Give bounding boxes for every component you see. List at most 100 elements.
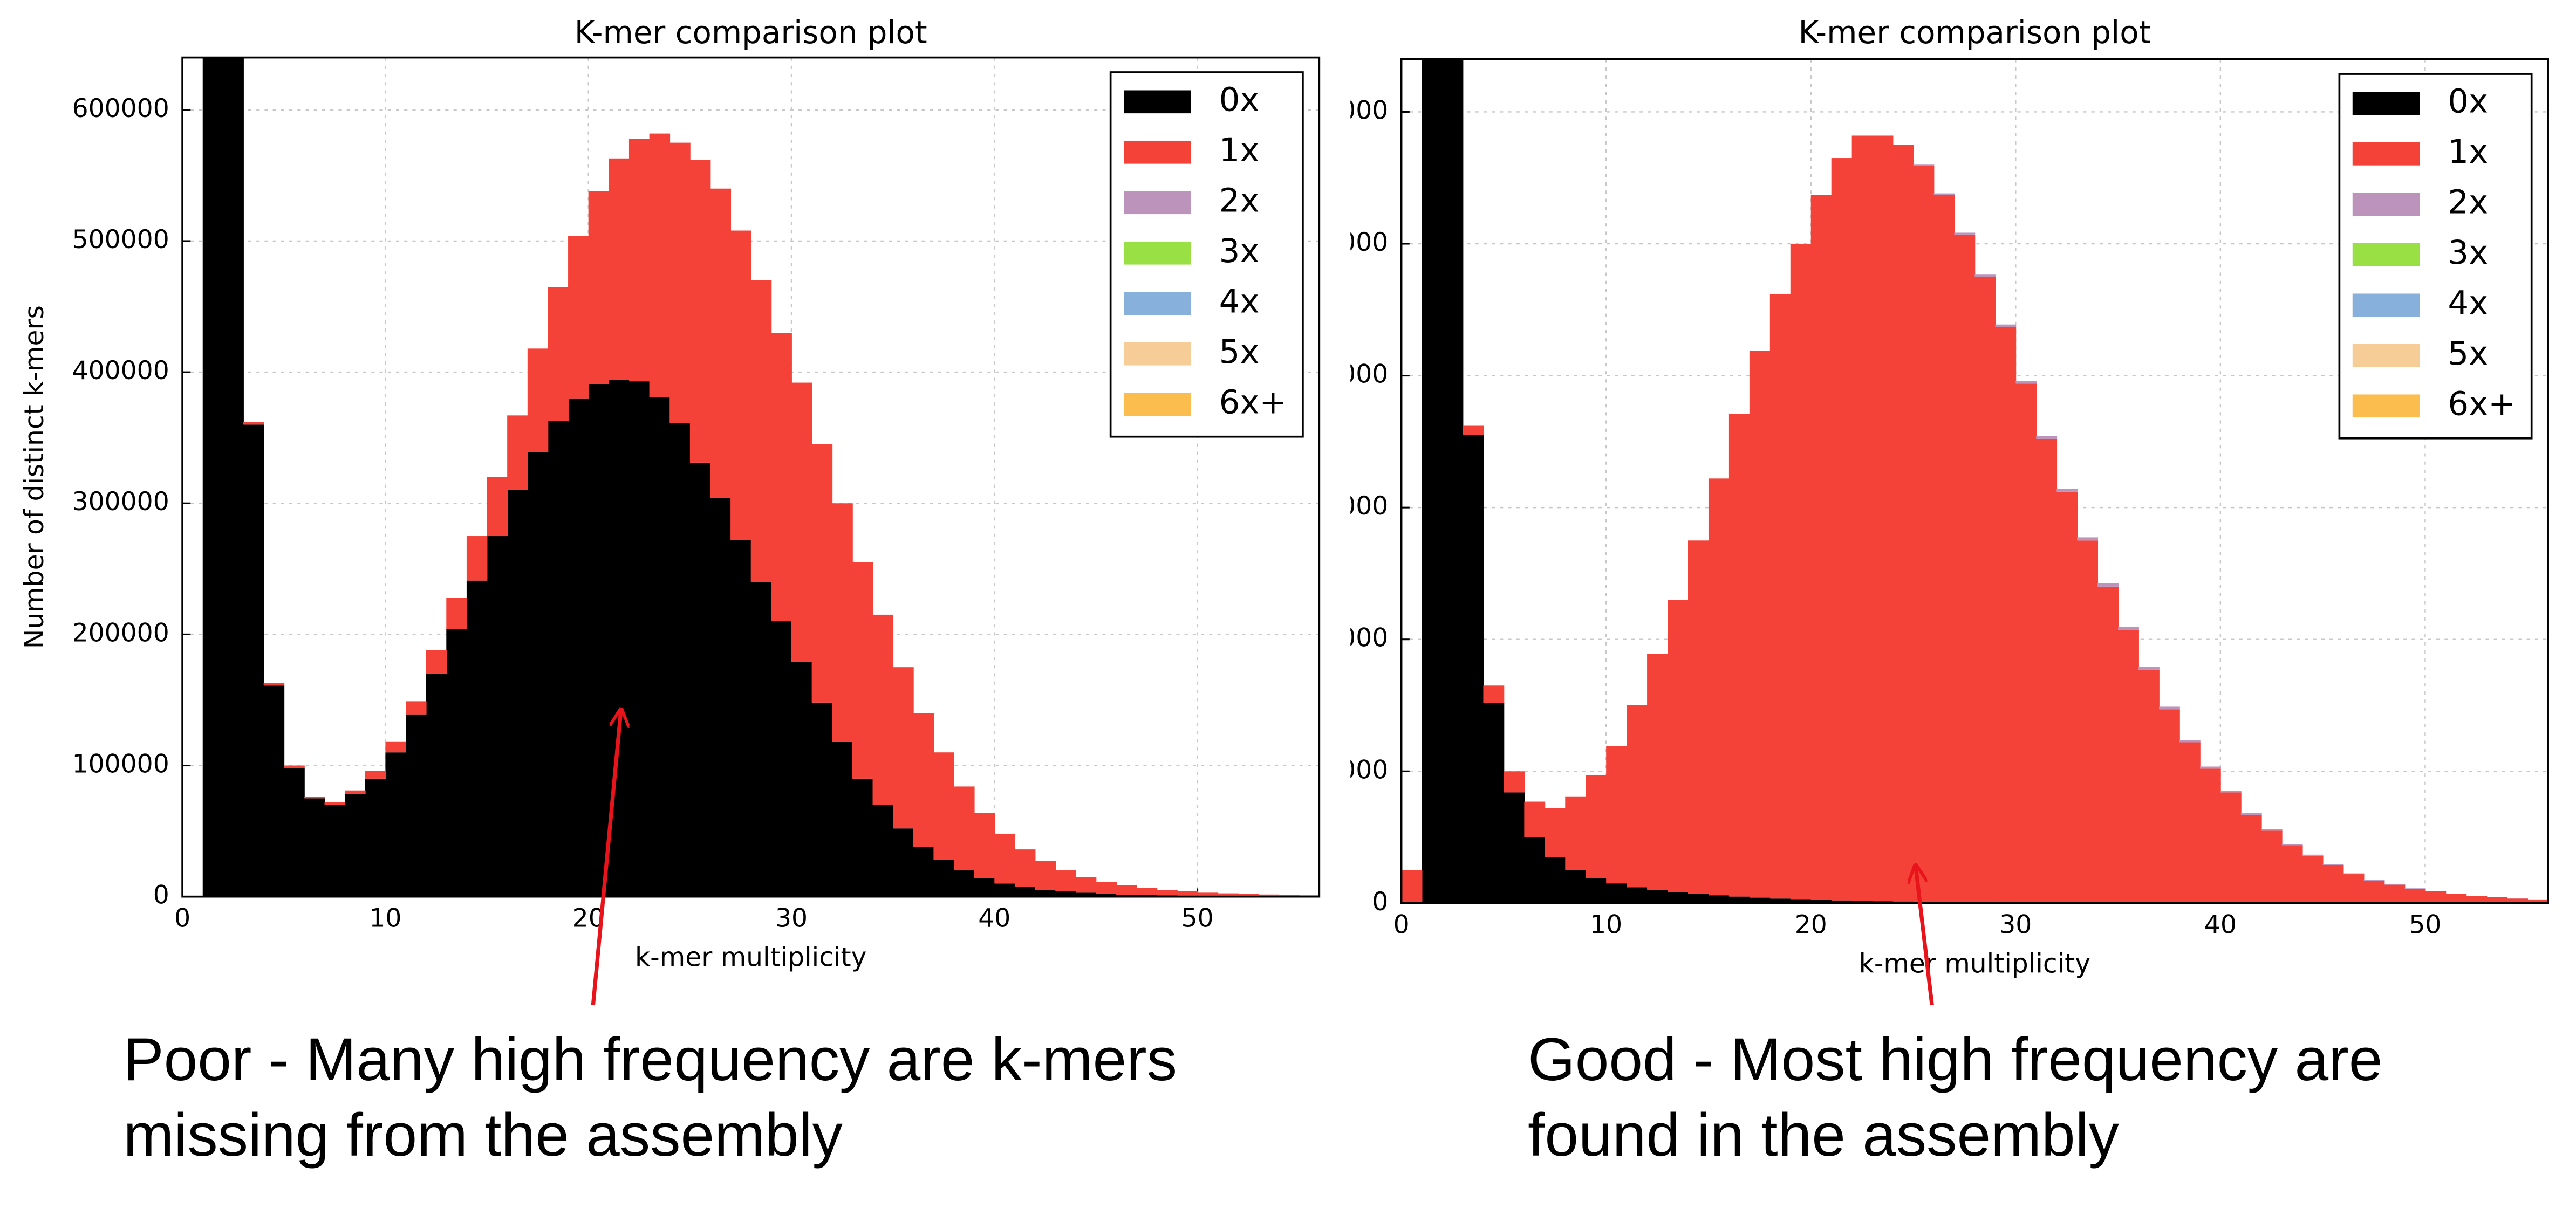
bar: [1851, 135, 1873, 901]
bar: [2445, 894, 2467, 903]
bar: [466, 580, 488, 897]
bar: [1035, 890, 1056, 897]
bar: [2384, 884, 2406, 903]
bar: [1586, 775, 1607, 878]
bar: [1157, 890, 1178, 896]
x-tick-label: 40: [2204, 910, 2237, 939]
x-tick-label: 0: [174, 903, 190, 933]
x-axis-label: k-mer multiplicity: [1859, 949, 2091, 979]
bar: [1463, 435, 1484, 903]
bar: [243, 422, 264, 425]
bar: [1258, 894, 1280, 896]
bar: [832, 741, 853, 897]
bar: [365, 771, 386, 779]
y-axis-label: Number of distinct k-mers: [19, 305, 50, 649]
bar: [1483, 703, 1505, 903]
bar: [1708, 895, 1730, 903]
bar: [1545, 808, 1566, 857]
bar: [1136, 888, 1158, 895]
bar: [1810, 900, 1832, 903]
bar: [385, 752, 406, 897]
bar: [771, 621, 792, 897]
bars: [1401, 59, 2548, 903]
bar: [365, 778, 386, 897]
bar: [527, 348, 549, 452]
bar: [487, 536, 508, 897]
y-tick-label: 200000: [1291, 623, 1388, 653]
bar: [1872, 135, 1894, 902]
bar: [2507, 898, 2529, 903]
bar: [628, 139, 650, 382]
bar: [771, 333, 792, 622]
y-tick-label: 400000: [72, 356, 169, 386]
bar: [609, 158, 630, 380]
bar: [1790, 244, 1812, 900]
y-tick-label: 0: [1372, 887, 1388, 917]
bar: [1851, 901, 1873, 903]
bar: [913, 847, 934, 897]
bar: [507, 415, 528, 490]
bar: [2036, 438, 2058, 903]
bar: [324, 802, 346, 805]
bar: [507, 490, 528, 897]
bar: [2158, 709, 2180, 903]
bar: [2240, 814, 2262, 903]
x-tick-label: 50: [1181, 903, 1214, 933]
bar: [1096, 882, 1117, 894]
bar: [588, 383, 610, 897]
bar: [446, 598, 467, 629]
legend-label: 5x: [1219, 333, 1260, 371]
y-tick-label: 600000: [1291, 95, 1388, 125]
legend-label: 0x: [2448, 82, 2488, 120]
bar: [954, 786, 975, 871]
bar: [2261, 830, 2283, 903]
bar: [2199, 766, 2221, 769]
bar: [2302, 854, 2324, 856]
annotation: found in the assembly: [1528, 1101, 2120, 1169]
bar: [2036, 436, 2058, 439]
bar: [446, 629, 467, 897]
bar: [933, 752, 954, 860]
legend-label: 6x+: [1219, 383, 1287, 421]
bar: [466, 536, 488, 581]
bar: [548, 421, 569, 897]
legend-label: 1x: [1219, 131, 1260, 169]
bar: [2179, 740, 2201, 743]
legend-label: 6x+: [2448, 385, 2516, 423]
bar: [2466, 896, 2488, 903]
bar: [933, 860, 954, 897]
arrow: [1916, 866, 1934, 1006]
bar: [2322, 864, 2344, 903]
y-tick-label: 400000: [1291, 360, 1388, 389]
bar: [2281, 844, 2303, 846]
bar: [791, 382, 812, 662]
bar: [1687, 894, 1709, 903]
bar: [2158, 706, 2180, 710]
bar: [1668, 892, 1689, 903]
bar: [1728, 896, 1750, 903]
bar: [1096, 894, 1117, 897]
bar: [1872, 901, 1894, 903]
bar: [811, 702, 833, 897]
legend-swatch: [2352, 293, 2420, 317]
x-tick-label: 30: [775, 903, 808, 933]
bar: [2527, 899, 2548, 903]
bar: [1913, 166, 1935, 902]
bar: [1035, 861, 1056, 890]
bar: [2118, 627, 2139, 630]
bar: [689, 160, 711, 463]
bar: [2404, 888, 2426, 903]
bar: [852, 562, 873, 779]
bar: [304, 797, 325, 799]
bar: [1647, 890, 1668, 903]
bar: [811, 444, 833, 703]
legend-label: 5x: [2448, 334, 2488, 373]
bars: [202, 57, 1320, 897]
bar: [2138, 667, 2160, 670]
bar: [852, 778, 873, 897]
bar: [974, 813, 995, 878]
x-tick-label: 0: [1393, 910, 1410, 939]
bar: [487, 477, 508, 537]
bar: [1892, 145, 1914, 902]
bar: [1995, 324, 2017, 327]
